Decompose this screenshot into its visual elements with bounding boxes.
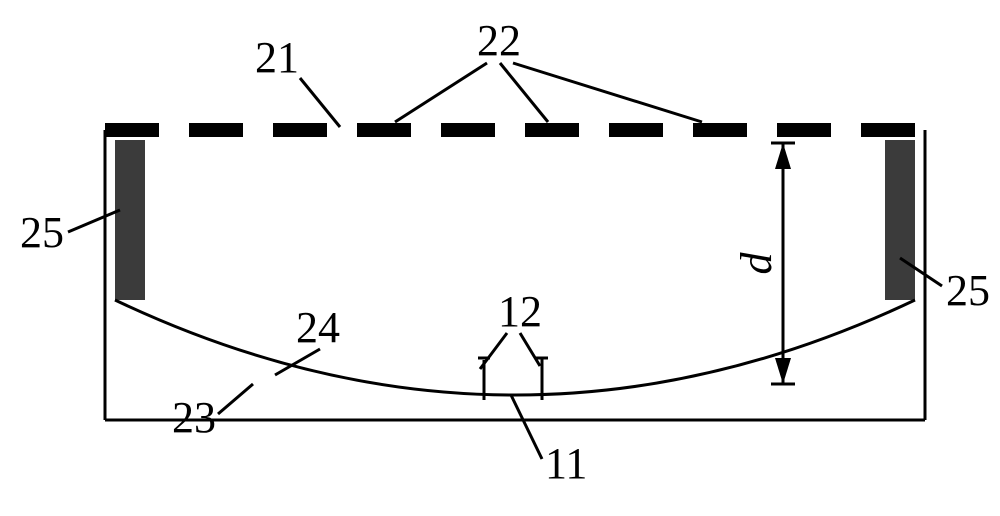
callout-12-label: 12 [498,287,542,336]
right-side-panel [885,140,915,300]
left-side-panel [115,140,145,300]
callout-24-label: 24 [296,303,340,352]
callout-22-label: 22 [477,16,521,65]
callout-11-label: 11 [545,439,587,488]
callout-25-left-label: 25 [20,208,64,257]
callout-21-label: 21 [255,33,299,82]
callout-25-right-label: 25 [946,266,990,315]
dimension-d-label: d [732,252,781,275]
callout-23-label: 23 [172,393,216,442]
